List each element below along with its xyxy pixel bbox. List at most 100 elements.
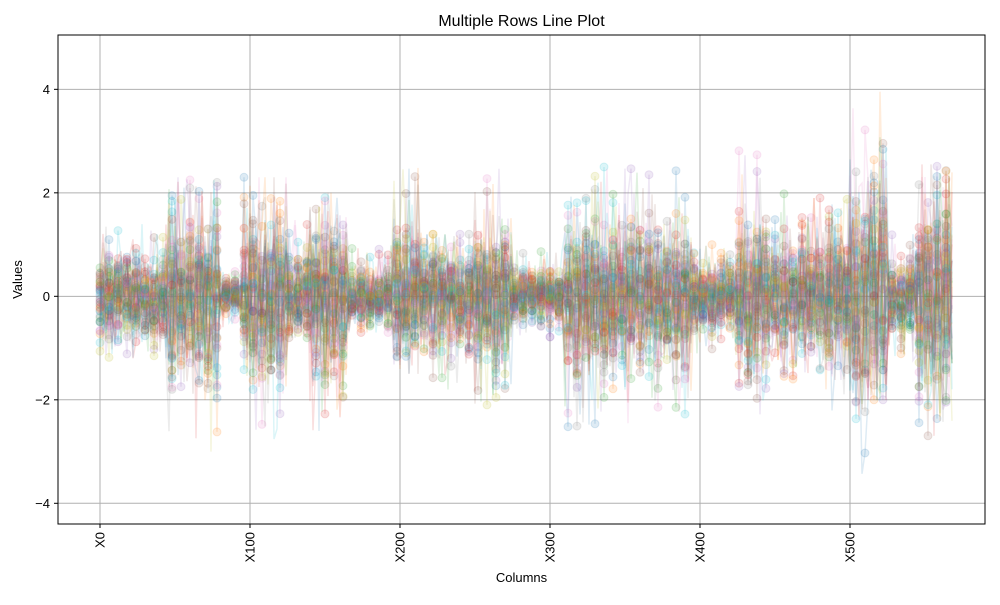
data-point (734, 344, 744, 354)
data-point (896, 314, 906, 324)
data-point (770, 282, 780, 292)
data-point (149, 317, 159, 327)
data-point (752, 282, 762, 292)
data-point (311, 235, 321, 245)
data-point (338, 244, 348, 253)
data-point (626, 283, 636, 293)
data-point (329, 350, 339, 360)
data-point (437, 245, 447, 255)
data-point (518, 304, 528, 314)
data-point (572, 272, 582, 282)
data-point (797, 300, 807, 310)
data-point (176, 295, 186, 305)
data-point (239, 300, 249, 310)
data-point (743, 278, 753, 288)
data-point (347, 293, 357, 302)
data-point (455, 281, 465, 291)
data-point (383, 293, 393, 303)
data-point (221, 299, 231, 309)
data-point (842, 266, 852, 276)
data-point (428, 273, 438, 283)
data-point (221, 282, 231, 292)
data-point (194, 259, 204, 269)
y-axis-label: Values (10, 260, 25, 299)
data-point (401, 322, 411, 332)
data-point (293, 317, 303, 327)
data-point (572, 356, 582, 366)
data-point (473, 288, 483, 298)
data-point (203, 378, 213, 388)
data-point (914, 418, 924, 428)
data-point (563, 224, 573, 234)
data-point (428, 324, 438, 334)
data-point (608, 189, 618, 199)
data-point (806, 293, 816, 303)
data-point (941, 397, 951, 407)
data-point (617, 287, 627, 297)
data-point (176, 314, 186, 324)
data-point (725, 268, 735, 278)
data-point (455, 327, 465, 337)
data-point (266, 290, 276, 300)
data-point (878, 395, 888, 405)
data-point (473, 260, 483, 270)
data-point (347, 307, 357, 317)
data-point (176, 283, 186, 293)
data-point (95, 268, 105, 278)
data-point (95, 263, 105, 273)
data-point (140, 302, 150, 312)
data-point (419, 277, 429, 287)
data-point (302, 257, 312, 267)
data-point (797, 301, 807, 310)
data-point (518, 313, 528, 323)
data-point (482, 250, 492, 259)
data-point (320, 256, 330, 266)
data-point (500, 225, 510, 234)
data-point (680, 192, 690, 202)
data-point (275, 332, 285, 342)
data-point (491, 311, 501, 321)
data-point (896, 289, 906, 298)
data-point (833, 269, 843, 279)
data-point (482, 270, 492, 280)
data-point (698, 313, 708, 323)
data-point (203, 266, 213, 276)
data-point (680, 255, 690, 265)
data-point (644, 271, 654, 280)
data-point (338, 342, 348, 352)
data-point (932, 293, 942, 303)
data-point (725, 295, 735, 305)
data-point (428, 299, 438, 309)
data-point (536, 315, 546, 325)
data-point (284, 255, 294, 265)
data-point (311, 204, 321, 214)
data-point (275, 354, 285, 364)
series-row (95, 187, 953, 474)
data-point (599, 288, 609, 298)
data-point (725, 289, 735, 299)
data-point (194, 242, 204, 252)
data-point (860, 448, 870, 458)
y-tick-label: 4 (43, 82, 50, 97)
data-point (446, 261, 456, 270)
data-point (905, 305, 915, 315)
data-point (797, 254, 807, 264)
series-row (95, 191, 953, 439)
data-point (932, 299, 942, 309)
data-point (158, 296, 168, 306)
data-point (923, 275, 933, 285)
data-point (608, 268, 618, 278)
data-point (707, 313, 717, 323)
data-point (428, 259, 438, 269)
data-point (104, 292, 114, 302)
data-point (671, 275, 681, 285)
data-point (104, 278, 114, 288)
data-point (518, 290, 528, 299)
y-tick-label: 2 (43, 185, 50, 200)
data-point (707, 288, 717, 297)
data-point (617, 305, 627, 315)
data-point (113, 289, 123, 299)
data-point (716, 295, 726, 305)
data-point (338, 337, 348, 347)
data-point (617, 355, 627, 365)
